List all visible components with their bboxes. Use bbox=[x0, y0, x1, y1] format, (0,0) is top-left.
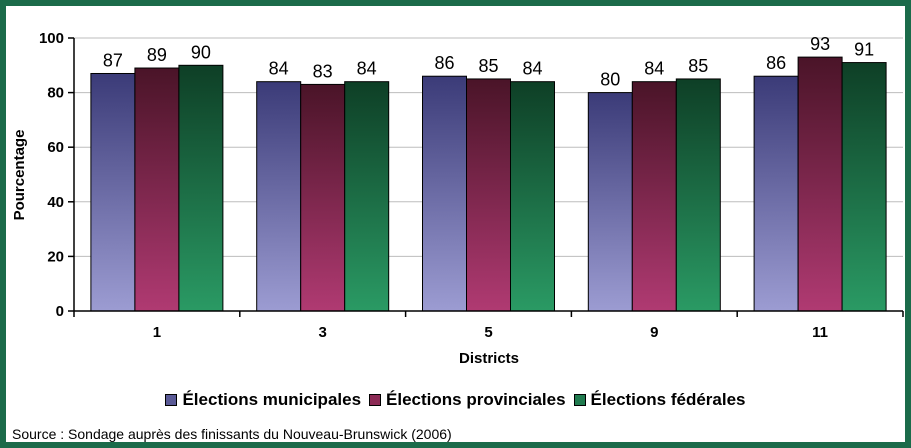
bar bbox=[344, 81, 390, 312]
legend-label-municipales: Élections municipales bbox=[182, 390, 362, 409]
legend-label-provinciales: Élections provinciales bbox=[386, 390, 566, 409]
x-tick-label: 1 bbox=[153, 324, 161, 341]
data-label: 93 bbox=[810, 34, 830, 54]
data-label: 80 bbox=[600, 70, 620, 90]
data-label: 84 bbox=[357, 59, 377, 79]
data-label: 87 bbox=[103, 50, 123, 70]
y-tick-label: 60 bbox=[47, 139, 64, 156]
axes: 0 20 40 60 80 100 1 3 5 9 11 bbox=[39, 30, 904, 341]
bar bbox=[797, 56, 843, 312]
x-axis-label: Districts bbox=[459, 350, 519, 367]
legend-swatch-municipales bbox=[165, 394, 178, 406]
source-note: Source : Sondage auprès des finissants d… bbox=[12, 426, 452, 442]
data-label: 90 bbox=[191, 42, 211, 62]
y-tick-label: 80 bbox=[47, 85, 64, 102]
data-label: 89 bbox=[147, 45, 167, 65]
data-label: 86 bbox=[434, 53, 454, 73]
legend-label-federales: Élections fédérales bbox=[590, 390, 746, 409]
bar bbox=[134, 67, 180, 312]
bar bbox=[841, 62, 887, 312]
data-label: 85 bbox=[688, 56, 708, 76]
x-tick-label: 9 bbox=[650, 324, 658, 341]
legend-swatch-federales bbox=[573, 394, 586, 406]
legend-item-federales: Élections fédérales bbox=[573, 390, 746, 410]
data-label: 91 bbox=[854, 40, 874, 60]
y-tick-label: 100 bbox=[39, 30, 64, 47]
data-label: 86 bbox=[766, 53, 786, 73]
bar bbox=[466, 78, 511, 312]
data-label: 84 bbox=[522, 59, 542, 79]
bar bbox=[90, 72, 136, 312]
x-tick-label: 3 bbox=[319, 324, 327, 341]
bar bbox=[587, 92, 633, 312]
data-label: 83 bbox=[313, 61, 333, 81]
x-tick-label: 11 bbox=[812, 324, 828, 341]
legend-swatch-provinciales bbox=[369, 394, 382, 406]
y-tick-label: 0 bbox=[56, 303, 64, 320]
data-labels: 87 89 90 84 83 84 86 85 84 80 84 85 86 93 91 bbox=[103, 34, 874, 89]
data-label: 84 bbox=[269, 59, 289, 79]
y-tick-label: 40 bbox=[47, 194, 64, 211]
bar bbox=[422, 75, 467, 312]
bar bbox=[510, 81, 555, 312]
bar bbox=[675, 78, 721, 312]
bar bbox=[753, 75, 799, 312]
bars bbox=[90, 56, 887, 312]
chart-frame: 0 20 40 60 80 100 1 3 5 9 11 87 89 90 84 83 84 86 85 84 80 8… bbox=[6, 6, 905, 442]
y-tick-label: 20 bbox=[47, 248, 64, 265]
bar bbox=[178, 64, 224, 312]
legend: Élections municipales Élections provinci… bbox=[6, 388, 905, 412]
x-tick-label: 5 bbox=[484, 324, 492, 341]
bar bbox=[300, 83, 346, 312]
data-label: 84 bbox=[644, 59, 664, 79]
bar bbox=[256, 81, 302, 312]
y-axis-label: Pourcentage bbox=[11, 130, 28, 221]
legend-item-municipales: Élections municipales bbox=[165, 390, 361, 410]
data-label: 85 bbox=[478, 56, 498, 76]
legend-item-provinciales: Élections provinciales bbox=[369, 390, 566, 410]
bar bbox=[631, 81, 677, 312]
